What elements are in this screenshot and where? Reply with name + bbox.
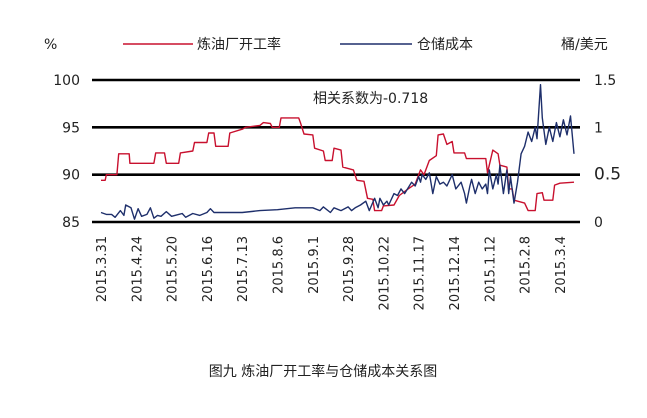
x-tick-label: 2015.4.24 bbox=[130, 236, 145, 302]
x-tick-label: 2015.7.13 bbox=[236, 236, 251, 302]
x-tick-label: 2015.9.28 bbox=[342, 236, 357, 302]
x-tick-label: 2015.5.20 bbox=[166, 236, 181, 302]
left-axis-unit: % bbox=[44, 37, 57, 53]
left-tick-label: 100 bbox=[53, 73, 80, 89]
figure-caption: 图九 炼油厂开工率与仓储成本关系图 bbox=[209, 363, 437, 380]
x-tick-label: 2015.10.22 bbox=[377, 236, 392, 310]
right-axis-ticks: 0 0.5 1 1.5 bbox=[594, 73, 621, 231]
right-tick-label: 0 bbox=[594, 215, 603, 231]
x-tick-label: 2015.1.12 bbox=[483, 236, 498, 302]
x-tick-label: 2015.11.17 bbox=[413, 236, 428, 310]
legend-label-refinery: 炼油厂开工率 bbox=[197, 36, 281, 53]
x-tick-label: 2015.3.4 bbox=[554, 236, 569, 294]
right-axis-unit: 桶/美元 bbox=[561, 37, 608, 53]
right-tick-label: 1.5 bbox=[594, 73, 616, 89]
right-tick-label: 0.5 bbox=[594, 165, 621, 185]
x-tick-label: 2015.6.16 bbox=[201, 236, 216, 302]
x-axis-ticks: 2015.3.31 2015.4.24 2015.5.20 2015.6.16 2015… bbox=[95, 236, 569, 310]
series-lines bbox=[100, 84, 575, 220]
x-tick-label: 2015.8.6 bbox=[272, 236, 287, 294]
legend: 炼油厂开工率 仓储成本 bbox=[123, 36, 473, 53]
series-line-refinery-rate bbox=[101, 117, 575, 212]
left-tick-label: 85 bbox=[62, 215, 80, 231]
legend-label-storage: 仓储成本 bbox=[417, 37, 473, 53]
series-line-storage-cost bbox=[100, 84, 575, 220]
x-tick-label: 2015.12.14 bbox=[448, 236, 463, 310]
left-tick-label: 95 bbox=[62, 120, 80, 136]
x-tick-label: 2015.9.1 bbox=[307, 236, 322, 294]
left-tick-label: 90 bbox=[62, 168, 80, 184]
x-tick-label: 2015.3.31 bbox=[95, 236, 110, 302]
right-tick-label: 1 bbox=[594, 120, 603, 136]
left-axis-ticks: 85 90 95 100 bbox=[53, 73, 80, 231]
correlation-annotation: 相关系数为-0.718 bbox=[313, 91, 428, 107]
x-tick-label: 2015.2.8 bbox=[519, 236, 534, 294]
